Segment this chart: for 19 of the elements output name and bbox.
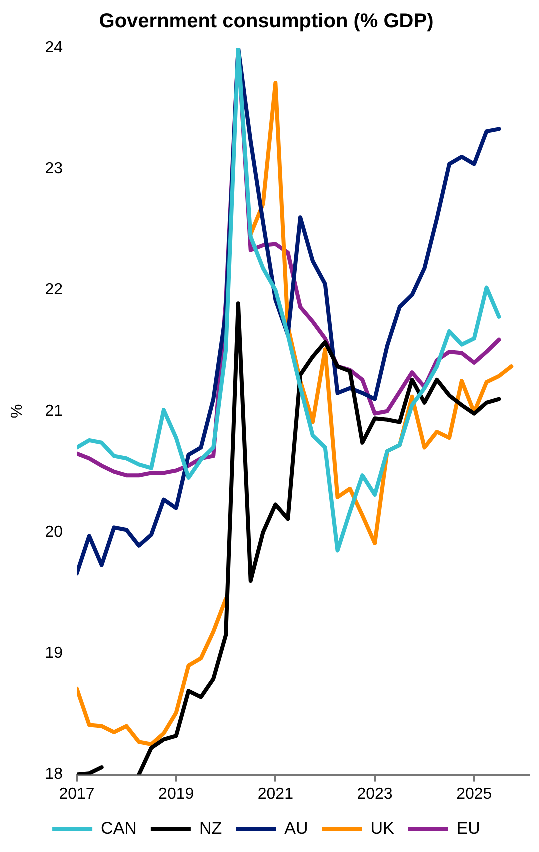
- x-tick-label: 2019: [158, 786, 194, 803]
- x-tick-label: 2017: [59, 786, 95, 803]
- legend-label: UK: [370, 819, 395, 838]
- x-tick-label: 2021: [258, 786, 294, 803]
- y-tick-label: 23: [45, 160, 64, 178]
- chart-title: Government consumption (% GDP): [99, 10, 434, 33]
- y-axis-title: %: [9, 404, 26, 419]
- y-tick-label: 22: [45, 282, 64, 299]
- legend-label: EU: [456, 819, 480, 838]
- x-tick-label: 2023: [357, 786, 393, 803]
- legend-label: AU: [284, 819, 308, 838]
- y-tick-label: 21: [45, 402, 64, 420]
- legend-label: NZ: [199, 819, 222, 838]
- y-tick-label: 18: [45, 766, 64, 784]
- x-tick-label: 2025: [456, 786, 492, 803]
- y-tick-label: 20: [45, 524, 64, 541]
- y-tick-label: 24: [45, 39, 64, 56]
- y-tick-label: 19: [45, 645, 64, 662]
- legend-label: CAN: [101, 819, 137, 838]
